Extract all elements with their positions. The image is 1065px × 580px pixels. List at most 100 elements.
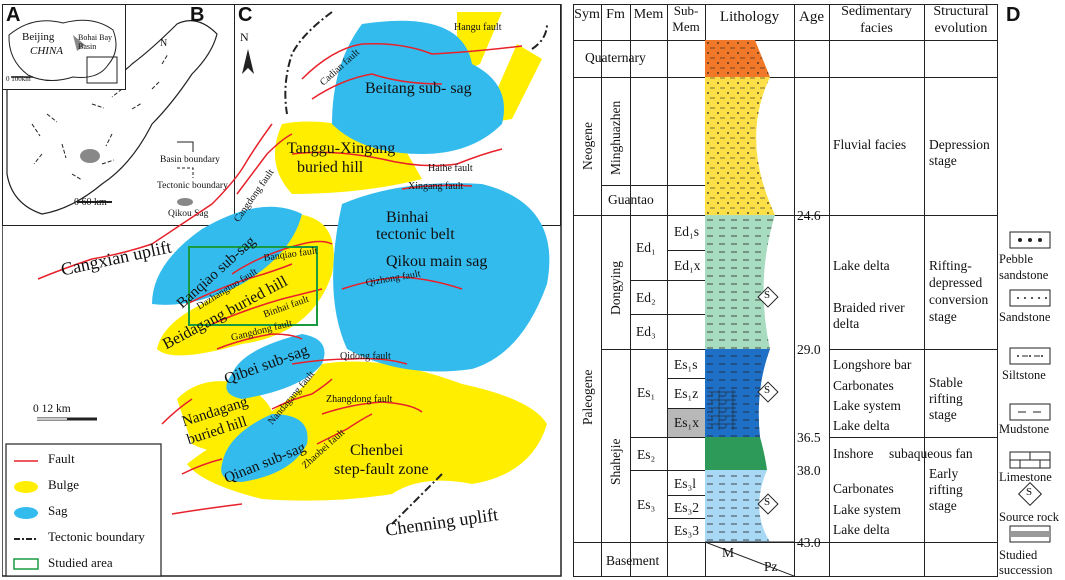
feature-chenbei-2: step-fault zone [334,461,429,478]
map-scale-label: 0 12 km [33,403,71,415]
evolution-rifting-depressed: Rifting- [929,258,972,273]
evolution-rifting-depressed-2: depressed [929,275,983,290]
header-sym: Sym [574,7,600,22]
source-rock-s: S [764,289,771,301]
strat-hline [667,250,705,251]
strat-hline [601,349,705,350]
header-fm: Fm [606,7,625,22]
age-36-5: 36.5 [797,430,821,445]
legend-fault: Fault [48,451,75,466]
fault-qidong: Qidong fault [340,351,391,362]
submember-es32: Es₃2 [674,500,699,515]
inset-a-beijing: Beijing [22,31,55,43]
feature-beitang: Beitang sub- sag [365,80,472,97]
facies-braided: Braided river [833,300,905,315]
inset-a-map [8,19,118,84]
inset-b-legend-basin: Basin boundary [160,155,220,165]
evolution-stable-3: stage [929,407,957,422]
legend-bulge: Bulge [48,477,80,492]
guantao: Guantao [608,192,654,207]
neogene: Neogene [580,122,595,170]
legend-source-rock: Source rock [999,510,1060,524]
legend-siltstone: Siltstone [1002,368,1046,382]
evolution-early-3: stage [929,498,957,513]
header-lithology: Lithology [719,9,780,25]
facies-braided-2: delta [833,316,860,331]
strat-vline [630,4,631,577]
lithology-column [705,40,794,577]
strat-hline [630,437,705,438]
dongying: Dongying [608,261,623,315]
legend-studied: Studied [999,548,1038,562]
feature-tanggu-2: buried hill [297,159,364,176]
inset-b-scale: 0 60 km [74,197,107,208]
facies-lake-system-2: Lake system [833,502,901,517]
inset-a-bay: Bohai Bay Basin [78,33,112,51]
source-rock-s: S [764,496,771,508]
strat-hline [630,314,705,315]
submember-es33: Es₃3 [674,523,699,538]
facies-carbonates-2: Carbonates [833,481,894,496]
strat-hline [829,349,998,350]
member-ed3: Ed₃ [636,324,656,339]
evolution-early-2: rifting [929,482,963,497]
member-es1: Es₁ [637,385,656,400]
minghuazhen: Minghuazhen [608,100,623,175]
studied-cell [668,409,705,437]
facies-inshore-2: subaqueous fan [889,446,973,461]
member-es2: Es₂ [637,447,656,462]
basement-pz: Pz [764,559,778,574]
age-24-6: 24.6 [797,208,821,223]
header-evolution-2: evolution [934,21,988,36]
panel-a-label: A [6,4,21,26]
panel-d-label: D [1006,4,1021,26]
feature-tanggu: Tanggu-Xingang [287,140,396,157]
evolution-depression: Depression [929,137,990,152]
submember-ed1s: Ed₁s [674,224,699,239]
lithology-legend-symbols [1009,231,1051,543]
legend-mudstone: Mudstone [999,422,1049,436]
quaternary: Quaternary [585,50,646,65]
inset-a-china: CHINA [30,45,63,57]
legend-limestone: Limestone [999,470,1052,484]
feature-chenbei: Chenbei [350,442,404,459]
inset-a-frame [2,4,126,90]
header-submem-2: Mem [672,19,700,34]
header-age: Age [799,9,824,25]
strat-hline [630,470,705,471]
strat-hline [667,518,705,519]
strat-vline [667,4,668,577]
evolution-stable-2: rifting [929,391,963,406]
paleogene: Paleogene [580,369,595,425]
age-38-0: 38.0 [797,463,821,478]
legend-tectonic: Tectonic boundary [48,529,145,544]
facies-fluvial: Fluvial facies [833,137,907,152]
header-mem: Mem [633,7,664,22]
strat-hline [667,408,705,409]
header-submem: Sub- [673,3,699,18]
strat-vline [601,4,602,577]
feature-qikou: Qikou main sag [386,253,488,270]
strat-hline [573,40,998,41]
legend-studied: Studied area [48,555,113,570]
facies-longshore: Longshore bar [833,357,912,372]
source-rock-symbols [757,286,779,515]
map-north-label: N [240,30,249,44]
submember-es1x: Es₁x [674,415,699,430]
submember-ed1x: Ed₁x [674,258,701,273]
legend-studied-2: succession [999,563,1053,577]
facies-lake-system-1: Lake system [833,398,901,413]
basement: Basement [606,553,660,568]
panel-c-label: C [238,4,253,26]
inset-b-legend-tectonic: Tectonic boundary [157,181,228,191]
submember-es1z: Es₁z [674,386,699,401]
facies-lake-delta-3: Lake delta [833,522,890,537]
fault-xingang: Xingang fault [408,181,464,192]
source-rock-s: S [764,384,771,396]
submember-es3l: Es₃l [674,476,696,491]
strat-hline [601,185,705,186]
legend-sandstone: Sandstone [999,310,1051,324]
age-29-0: 29.0 [797,342,821,357]
strat-hline [573,77,998,78]
strat-vline [829,4,830,577]
